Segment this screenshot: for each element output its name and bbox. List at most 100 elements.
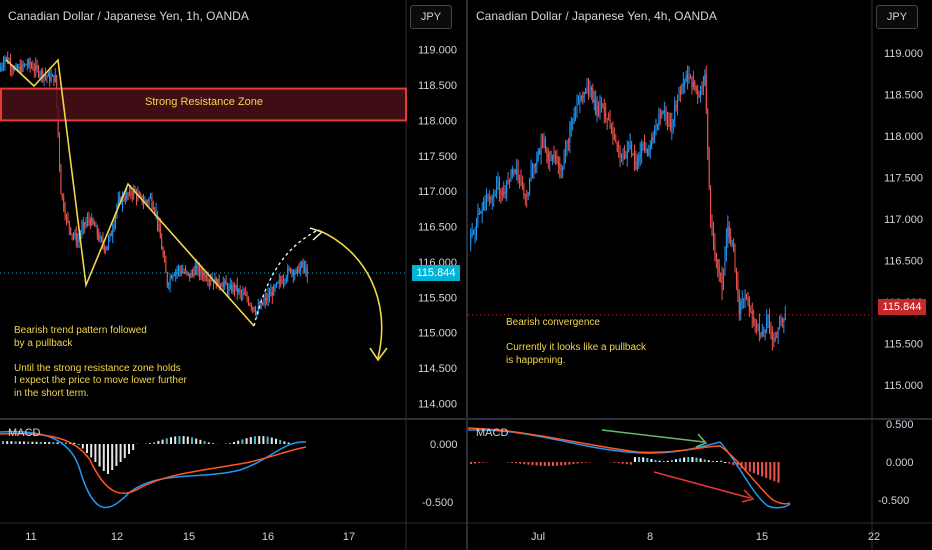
macd-histogram-bar <box>519 462 522 464</box>
candle-body <box>596 106 598 116</box>
candle-body <box>605 113 607 119</box>
candle-body <box>136 191 138 198</box>
candle-body <box>641 144 643 154</box>
macd-tick-label: -0.500 <box>422 497 453 509</box>
macd-histogram-bar <box>228 443 231 444</box>
candle-body <box>644 143 646 150</box>
candle-body <box>767 316 769 319</box>
candle-body <box>533 164 535 168</box>
candle-body <box>39 74 41 76</box>
candle-body <box>109 233 111 239</box>
candle-body <box>642 143 644 145</box>
candle-body <box>227 285 229 292</box>
candle-body <box>278 280 280 283</box>
macd-histogram-bar <box>115 444 118 466</box>
candle-body <box>754 322 756 324</box>
macd-tick-label: -0.500 <box>878 495 909 507</box>
macd-histogram-bar <box>547 462 550 466</box>
candle-body <box>211 280 213 282</box>
currency-button[interactable]: JPY <box>410 5 452 29</box>
candle-body <box>565 146 567 155</box>
macd-histogram-bar <box>732 462 735 466</box>
macd-histogram-bar <box>27 441 30 444</box>
macd-histogram-bar <box>720 460 723 462</box>
candle-body <box>66 216 68 218</box>
x-tick-label: 16 <box>262 531 274 543</box>
candle-body <box>273 286 275 296</box>
candle-body <box>71 233 73 236</box>
macd-histogram-bar <box>245 438 248 444</box>
candle-body <box>304 267 306 269</box>
candle-body <box>84 222 86 226</box>
candle-body <box>714 244 716 253</box>
candle-body <box>291 270 293 273</box>
macd-histogram-bar <box>711 460 714 462</box>
macd-histogram-bar <box>765 462 768 478</box>
candle-body <box>572 121 574 123</box>
candle-body <box>305 267 307 275</box>
pullback-projection <box>253 229 319 327</box>
macd-histogram-bar <box>744 462 747 470</box>
candle-body <box>7 57 9 63</box>
macd-label: MACD <box>8 427 41 439</box>
chart-pane-1h[interactable]: 119.000 118.500 118.000 117.500 117.000 116.5… <box>0 0 466 550</box>
currency-button[interactable]: JPY <box>876 5 918 29</box>
candle-body <box>94 223 96 227</box>
macd-histogram-bar <box>703 459 706 462</box>
macd-histogram-bar <box>531 462 534 466</box>
candle-body <box>274 286 276 288</box>
candle-body <box>496 187 498 194</box>
candle-body <box>127 193 129 195</box>
candle-body <box>168 284 170 286</box>
candle-body <box>776 337 778 339</box>
macd-histogram-bar <box>552 462 554 466</box>
pane-divider[interactable] <box>466 0 468 550</box>
candle-body <box>180 270 182 273</box>
candle-body <box>668 118 670 123</box>
candle-body <box>531 164 533 171</box>
candle-body <box>766 318 768 330</box>
candle-body <box>576 104 578 113</box>
candle-body <box>689 77 691 79</box>
candle-body <box>781 319 783 323</box>
candle-body <box>284 280 286 282</box>
candle-body <box>3 63 5 67</box>
macd-histogram-bar <box>102 444 105 471</box>
macd-histogram-bar <box>683 457 686 462</box>
candle-body <box>245 294 247 296</box>
y-tick-label: 118.500 <box>884 89 923 101</box>
candle-body <box>763 331 765 333</box>
candle-body <box>292 270 294 275</box>
macd-histogram-bar <box>48 442 51 444</box>
macd-histogram-bar <box>687 457 690 462</box>
candle-body <box>82 222 84 228</box>
candle-body <box>529 178 531 193</box>
candle-body <box>649 146 651 152</box>
candle-body <box>159 225 161 239</box>
candle-body <box>700 87 702 97</box>
candle-body <box>490 197 492 199</box>
candle-body <box>287 269 289 278</box>
candle-body <box>701 87 703 89</box>
candle-body <box>615 139 617 143</box>
macd-histogram-bar <box>752 462 755 474</box>
macd-histogram-bar <box>149 443 151 444</box>
candle-body <box>238 289 240 292</box>
candle-body <box>53 75 55 82</box>
chart-pane-4h[interactable]: 119.000 118.500 118.000 117.500 117.000 116.5… <box>468 0 932 550</box>
candle-body <box>129 189 131 194</box>
macd-histogram-bar <box>182 436 185 444</box>
trend-pattern-line <box>5 58 255 327</box>
candle-body <box>269 295 271 297</box>
candle-body <box>645 148 647 150</box>
candle-body <box>217 278 219 287</box>
candle-body <box>556 155 558 162</box>
candle-body <box>728 226 730 237</box>
divergence-arrowhead-green <box>695 433 708 448</box>
candle-body <box>4 57 6 64</box>
candle-body <box>91 218 93 226</box>
macd-histogram-bar <box>266 436 269 444</box>
candle-body <box>575 112 577 114</box>
candle-body <box>619 151 621 158</box>
macd-histogram-bar <box>736 462 739 467</box>
